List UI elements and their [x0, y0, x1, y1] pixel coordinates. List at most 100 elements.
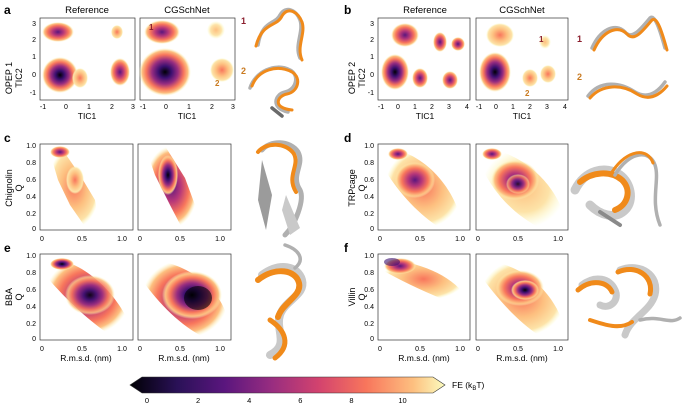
y-tick: -1 [368, 90, 374, 97]
panel-e-ylabel: Q [14, 293, 24, 300]
panel-a-letter: a [4, 3, 11, 17]
panel-f-xlabel-model: R.m.s.d. (nm) [496, 353, 548, 363]
panel-a-structures: 1 2 [241, 7, 305, 118]
fe-surface [382, 258, 465, 300]
x-tick: 1.0 [455, 236, 465, 243]
x-tick: 2 [430, 104, 434, 111]
panel-e-plot-model: 0 0.5 1.0 [137, 253, 232, 353]
panel-c-structure [256, 140, 304, 238]
x-tick: 0.5 [175, 236, 185, 243]
colorbar-tick-label: 10 [398, 396, 406, 405]
x-tick: 1 [87, 104, 91, 111]
panel-c-letter: c [4, 131, 11, 145]
panel-a-title-model: CGSchNet [164, 5, 210, 16]
panel-e-letter: e [4, 241, 11, 255]
fe-surface [139, 20, 234, 96]
panel-b-xlabel-model: TIC1 [513, 111, 532, 121]
panel-c-plot-model: 0 0.5 1.0 [137, 143, 232, 243]
structure-label-1: 1 [241, 16, 246, 26]
y-tick: 0.4 [26, 304, 36, 311]
colorbar-tick-label: 0 [145, 396, 149, 405]
panel-c-ylabel-top: Chignolin [4, 169, 14, 207]
panel-c-plot-reference: 1.0 0.8 0.6 0.4 0.2 0 0 0.5 1.0 [26, 143, 134, 243]
y-tick: 0.6 [26, 287, 36, 294]
x-tick: 0 [64, 104, 68, 111]
x-tick: 0 [494, 104, 498, 111]
x-tick: 3 [447, 104, 451, 111]
fe-surface [482, 148, 566, 228]
x-tick: 0 [138, 346, 142, 353]
x-tick: 1 [511, 104, 515, 111]
structure-label-2: 2 [241, 66, 246, 76]
x-tick: 1 [413, 104, 417, 111]
x-tick: -1 [40, 104, 46, 111]
y-tick: 0.4 [26, 194, 36, 201]
panel-e-xlabel: R.m.s.d. (nm) [60, 353, 112, 363]
colorbar-tick-label: 8 [349, 396, 353, 405]
y-tick: 0.2 [26, 211, 36, 218]
y-tick: 1.0 [26, 253, 36, 260]
y-tick: 0 [370, 336, 374, 343]
state-label-1: 1 [539, 35, 544, 44]
colorbar-tick-label: 2 [196, 396, 200, 405]
x-tick: 3 [131, 104, 135, 111]
y-tick: 0.4 [364, 194, 374, 201]
panel-b-plot-model: 1 2 -1 0 1 2 3 4 [475, 17, 569, 111]
y-tick: 0.6 [364, 287, 374, 294]
x-tick: 0.5 [175, 346, 185, 353]
panel-d-structure [570, 151, 662, 227]
x-tick: 1.0 [117, 346, 127, 353]
y-tick: 0 [32, 226, 36, 233]
x-tick: 0 [138, 236, 142, 243]
panel-a-plot-reference: -1 0 1 2 3 3 2 1 0 -1 [30, 17, 136, 111]
y-tick: 3 [32, 21, 36, 28]
panel-e-plot-reference: 1.0 0.8 0.6 0.4 0.2 0 0 0.5 1.0 [26, 253, 134, 353]
x-tick: 0.5 [513, 346, 523, 353]
y-tick: 0.8 [364, 270, 374, 277]
panel-a-xlabel: TIC1 [78, 111, 97, 121]
panel-c-ylabel: Q [14, 184, 24, 191]
y-tick: 0.4 [364, 304, 374, 311]
y-tick: 1.0 [364, 253, 374, 260]
colorbar: 0 2 4 6 8 10 FE (kBT) [129, 376, 485, 405]
x-tick: 2 [528, 104, 532, 111]
panel-f-plot-model: 0 0.5 1.0 [475, 253, 569, 353]
x-tick: 1.0 [553, 236, 563, 243]
y-tick: 0 [32, 72, 36, 79]
y-tick: 0.8 [26, 160, 36, 167]
x-tick: 0 [476, 236, 480, 243]
x-tick: 1.0 [117, 236, 127, 243]
x-tick: 3 [545, 104, 549, 111]
panel-b-structures: 1 2 [577, 15, 669, 100]
panel-d-plot-reference: 1.0 0.8 0.6 0.4 0.2 0 0 0.5 1.0 [364, 143, 471, 243]
colorbar-strip [129, 376, 446, 394]
colorbar-tick-label: 4 [247, 396, 251, 405]
fe-surface [142, 259, 228, 338]
fe-surface [145, 146, 198, 228]
panel-f-ylabel-top: Villin [347, 288, 357, 307]
y-tick: -1 [30, 90, 36, 97]
panel-b-ylabel: TIC2 [357, 68, 367, 88]
x-tick: 0 [396, 104, 400, 111]
x-tick: 0 [164, 104, 168, 111]
y-tick: 0 [32, 336, 36, 343]
panel-d-plot-model: 0 0.5 1.0 [475, 143, 569, 243]
y-tick: 1.0 [26, 143, 36, 150]
fe-surface [480, 260, 565, 336]
x-tick: 4 [465, 104, 469, 111]
y-tick: 1 [370, 54, 374, 61]
panel-d-ylabel-top: TRPcage [347, 169, 357, 207]
x-tick: 4 [563, 104, 567, 111]
state-label-1: 1 [149, 23, 154, 32]
x-tick: 1.0 [215, 236, 225, 243]
structure-label-1: 1 [577, 34, 582, 44]
panel-b-letter: b [344, 3, 351, 17]
y-tick: 0.8 [26, 270, 36, 277]
fe-surface [479, 23, 556, 92]
x-tick: -1 [378, 104, 384, 111]
panel-b-ylabel-top: OPEP 2 [347, 62, 357, 94]
x-tick: 1.0 [215, 346, 225, 353]
y-tick: 0.8 [364, 160, 374, 167]
x-tick: 0.5 [77, 236, 87, 243]
